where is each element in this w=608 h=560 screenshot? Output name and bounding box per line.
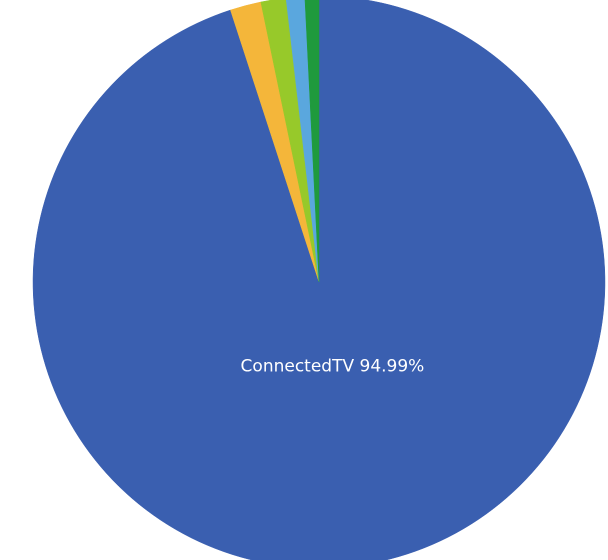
pie-slices <box>32 0 606 560</box>
pie-slice-item-3 <box>286 0 320 283</box>
pie-slice-item-2 <box>260 0 320 283</box>
pie-labels: ConnectedTV 94.99% <box>241 357 425 377</box>
pie-slice-item-4 <box>304 0 320 283</box>
pie-slice-label: ConnectedTV 94.99% <box>241 357 425 377</box>
